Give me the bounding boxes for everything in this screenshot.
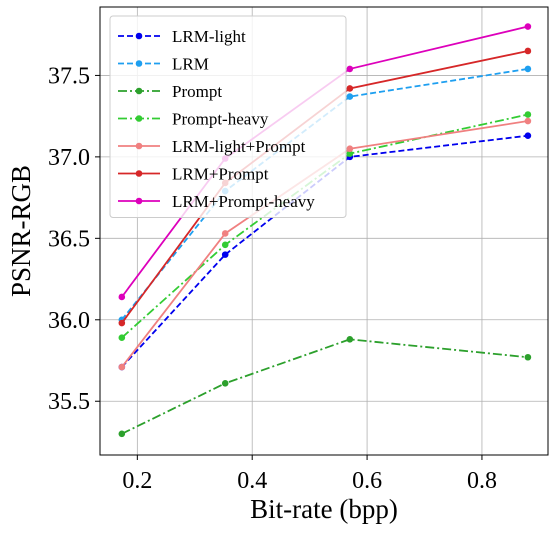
y-tick-label: 36.0 <box>48 308 90 334</box>
legend-label: LRM+Prompt-heavy <box>172 192 315 211</box>
legend-label: Prompt-heavy <box>172 110 269 129</box>
data-point <box>346 65 354 73</box>
y-axis-title: PSNR-RGB <box>6 165 36 297</box>
data-point <box>118 363 126 371</box>
data-point <box>524 111 532 118</box>
data-point <box>524 117 532 125</box>
legend-label: LRM <box>172 55 209 74</box>
series-line <box>121 134 529 368</box>
data-point <box>346 93 354 100</box>
legend-swatch-marker <box>135 170 143 177</box>
legend-box <box>109 15 347 218</box>
ticks: 0.2 0.4 0.6 0.8 35.5 36.0 36.5 37.0 37.5 <box>48 63 497 494</box>
data-point <box>221 241 229 249</box>
data-point <box>221 251 229 258</box>
legend-swatch-marker <box>135 197 143 205</box>
legend-label: LRM-light+Prompt <box>172 137 306 156</box>
y-tick-label: 37.5 <box>48 63 90 89</box>
legend-swatch-marker <box>135 87 143 95</box>
x-tick-label: 0.6 <box>352 468 382 494</box>
data-point <box>221 230 229 237</box>
plot-frame <box>99 6 549 456</box>
series-line <box>121 338 528 435</box>
data-point <box>524 47 532 55</box>
data-point <box>524 23 532 30</box>
data-point <box>118 334 126 342</box>
y-tick-label: 36.5 <box>48 226 90 252</box>
legend-label: LRM-light <box>172 27 246 46</box>
x-tick-label: 0.2 <box>122 468 152 494</box>
x-tick-label: 0.4 <box>237 468 267 494</box>
data-point <box>221 380 229 387</box>
x-tick-label: 0.8 <box>467 468 497 494</box>
legend-swatch-marker <box>135 32 143 40</box>
data-point <box>524 353 532 361</box>
x-axis-title: Bit-rate (bpp) <box>250 494 398 524</box>
data-point <box>118 430 126 438</box>
legend-label: LRM+Prompt <box>172 165 269 184</box>
data-point <box>524 132 532 139</box>
legend-swatch-marker <box>135 115 143 122</box>
legend-swatch-marker <box>135 60 143 67</box>
data-point <box>346 150 354 157</box>
series-2 <box>118 336 532 438</box>
legend-label: Prompt <box>172 82 222 101</box>
legend-swatch-marker <box>135 142 143 150</box>
y-tick-label: 35.5 <box>48 389 90 415</box>
data-point <box>346 336 354 343</box>
legend: LRM-light LRM Prompt Prompt-heavy LRM-light+… <box>109 15 347 218</box>
data-point <box>524 65 532 73</box>
data-point <box>118 293 126 301</box>
data-point <box>118 319 126 327</box>
data-point <box>346 145 354 153</box>
y-tick-label: 37.0 <box>48 145 90 171</box>
data-point <box>346 85 354 92</box>
